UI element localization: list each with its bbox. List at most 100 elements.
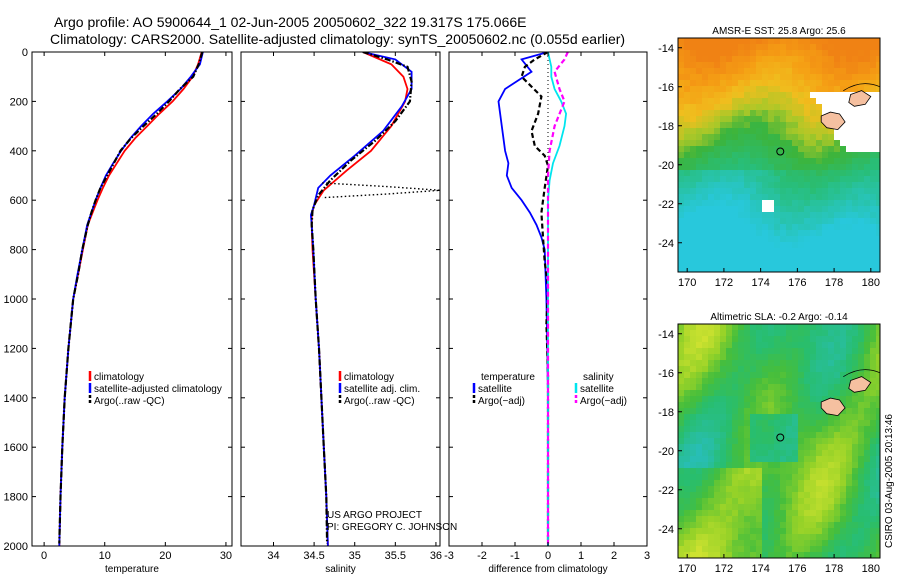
map-cell [774, 128, 781, 135]
map-cell [846, 528, 853, 535]
map-cell [714, 342, 721, 349]
map-cell [708, 354, 715, 361]
map-cell [690, 86, 697, 93]
map-cell [702, 366, 709, 373]
map-cell [810, 92, 817, 99]
map-cell [684, 44, 691, 51]
map-cell [852, 230, 859, 237]
map-cell [678, 432, 685, 439]
map-cell [870, 396, 877, 403]
map-cell [702, 140, 709, 147]
map-cell [732, 122, 739, 129]
map-cell [834, 68, 841, 75]
map-cell [804, 200, 811, 207]
map-cell [726, 468, 733, 475]
map-cell [774, 50, 781, 57]
map-cell [792, 236, 799, 243]
map-cell [876, 260, 880, 267]
map-cell [702, 206, 709, 213]
map-cell [858, 330, 865, 337]
map-cell [732, 438, 739, 445]
map-cell [744, 110, 751, 117]
map-cell [750, 152, 757, 159]
map-cell [780, 456, 787, 463]
map-cell [786, 456, 793, 463]
map-cell [876, 146, 880, 153]
map-cell [684, 92, 691, 99]
sla_map-ytick-label-0: -14 [658, 329, 674, 341]
map-cell [840, 468, 847, 475]
map-cell [846, 164, 853, 171]
map-cell [780, 242, 787, 249]
map-cell [708, 516, 715, 523]
map-cell [834, 378, 841, 385]
map-cell [822, 450, 829, 457]
map-cell [702, 152, 709, 159]
map-cell [864, 348, 871, 355]
map-cell [864, 128, 871, 135]
map-cell [780, 348, 787, 355]
map-cell [732, 242, 739, 249]
map-cell [810, 194, 817, 201]
map-cell [816, 134, 823, 141]
map-cell [840, 44, 847, 51]
map-cell [708, 546, 715, 553]
map-cell [714, 224, 721, 231]
map-cell [744, 462, 751, 469]
map-cell [690, 348, 697, 355]
map-cell [798, 230, 805, 237]
map-cell [756, 248, 763, 255]
map-cell [714, 152, 721, 159]
map-cell [690, 336, 697, 343]
map-cell [798, 38, 805, 45]
map-cell [834, 128, 841, 135]
map-cell [744, 242, 751, 249]
map-cell [846, 372, 853, 379]
map-cell [840, 56, 847, 63]
map-cell [720, 80, 727, 87]
map-cell [744, 540, 751, 547]
sla_map-title: Altimetric SLA: -0.2 Argo: -0.14 [710, 312, 848, 323]
map-cell [726, 62, 733, 69]
map-cell [864, 534, 871, 541]
map-cell [822, 510, 829, 517]
map-cell [798, 236, 805, 243]
map-cell [762, 330, 769, 337]
map-cell [870, 486, 877, 493]
map-cell [828, 104, 835, 111]
map-cell [798, 546, 805, 553]
map-cell [810, 188, 817, 195]
map-cell [870, 534, 877, 541]
map-cell [810, 354, 817, 361]
map-cell [744, 348, 751, 355]
map-cell [858, 414, 865, 421]
map-cell [822, 152, 829, 159]
map-cell [738, 546, 745, 553]
map-cell [798, 116, 805, 123]
map-cell [720, 516, 727, 523]
map-cell [732, 534, 739, 541]
map-cell [780, 164, 787, 171]
map-cell [750, 360, 757, 367]
map-cell [774, 510, 781, 517]
map-cell [720, 456, 727, 463]
map-cell [750, 254, 757, 261]
map-cell [768, 146, 775, 153]
map-cell [714, 62, 721, 69]
map-cell [774, 74, 781, 81]
map-cell [720, 420, 727, 427]
map-cell [744, 104, 751, 111]
map-cell [822, 218, 829, 225]
map-cell [798, 260, 805, 267]
sst_map-ytick-label-3: -20 [658, 160, 674, 172]
map-cell [732, 176, 739, 183]
map-cell [702, 516, 709, 523]
map-cell [768, 486, 775, 493]
map-cell [738, 420, 745, 427]
map-cell [810, 468, 817, 475]
map-cell [726, 158, 733, 165]
map-cell [852, 534, 859, 541]
map-cell [846, 540, 853, 547]
map-cell [678, 504, 685, 511]
map-cell [846, 254, 853, 261]
